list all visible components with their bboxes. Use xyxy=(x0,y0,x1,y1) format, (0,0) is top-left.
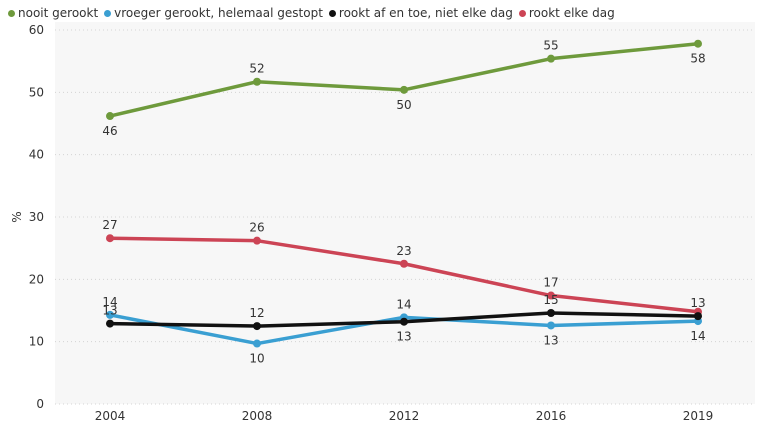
x-tick-label: 2008 xyxy=(242,409,273,423)
y-tick-label: 30 xyxy=(29,210,44,224)
data-label: 13 xyxy=(396,330,411,344)
y-tick-label: 50 xyxy=(29,85,44,99)
y-tick-label: 0 xyxy=(36,397,44,411)
data-label: 10 xyxy=(249,352,264,366)
data-point xyxy=(253,339,261,348)
data-point xyxy=(547,291,555,300)
data-point xyxy=(106,234,114,243)
legend-dot-icon xyxy=(518,9,526,17)
y-tick-label: 10 xyxy=(29,335,44,349)
data-label: 15 xyxy=(543,293,558,307)
data-point xyxy=(547,308,555,317)
data-label: 13 xyxy=(690,296,705,310)
x-tick-label: 2019 xyxy=(683,409,714,423)
data-point xyxy=(106,112,114,121)
y-tick-label: 20 xyxy=(29,272,44,286)
data-point xyxy=(694,312,702,321)
legend: nooit gerookt vroeger gerookt, helemaal g… xyxy=(8,6,615,20)
data-point xyxy=(253,77,261,86)
y-axis-label: % xyxy=(10,211,24,222)
data-point xyxy=(694,39,702,48)
legend-dot-icon xyxy=(328,9,336,17)
x-tick-label: 2012 xyxy=(389,409,420,423)
legend-item: rookt af en toe, niet elke dag xyxy=(328,6,513,20)
legend-item: nooit gerookt xyxy=(8,6,98,20)
data-label: 14 xyxy=(690,329,705,343)
data-label: 17 xyxy=(543,276,558,290)
data-point xyxy=(253,236,261,245)
data-label: 14 xyxy=(396,297,411,311)
y-tick-label: 60 xyxy=(29,23,44,37)
data-point xyxy=(400,85,408,94)
legend-label: rookt elke dag xyxy=(528,6,615,20)
data-point xyxy=(400,259,408,268)
data-label: 23 xyxy=(396,244,411,258)
legend-label: vroeger gerookt, helemaal gestopt xyxy=(114,6,323,20)
data-label: 50 xyxy=(396,98,411,112)
x-tick-label: 2016 xyxy=(536,409,567,423)
data-label: 46 xyxy=(102,124,117,138)
data-point xyxy=(547,54,555,63)
legend-item: vroeger gerookt, helemaal gestopt xyxy=(104,6,323,20)
plot-background xyxy=(55,22,755,404)
data-label: 13 xyxy=(102,304,117,318)
data-label: 27 xyxy=(102,218,117,232)
data-label: 55 xyxy=(543,39,558,53)
y-tick-label: 40 xyxy=(29,148,44,162)
legend-label: rookt af en toe, niet elke dag xyxy=(338,6,513,20)
data-point xyxy=(253,322,261,331)
legend-label: nooit gerookt xyxy=(18,6,99,20)
legend-dot-icon xyxy=(8,9,15,17)
data-label: 13 xyxy=(543,333,558,347)
legend-dot-icon xyxy=(104,9,112,17)
data-point xyxy=(400,317,408,326)
data-point xyxy=(106,319,114,328)
data-label: 52 xyxy=(249,62,264,76)
data-label: 14 xyxy=(102,295,117,309)
data-point xyxy=(547,321,555,330)
data-point xyxy=(106,310,114,319)
data-label: 26 xyxy=(249,221,264,235)
x-tick-label: 2004 xyxy=(95,409,126,423)
data-label: 58 xyxy=(690,52,705,66)
data-label: 12 xyxy=(249,306,264,320)
legend-item: rookt elke dag xyxy=(518,6,615,20)
